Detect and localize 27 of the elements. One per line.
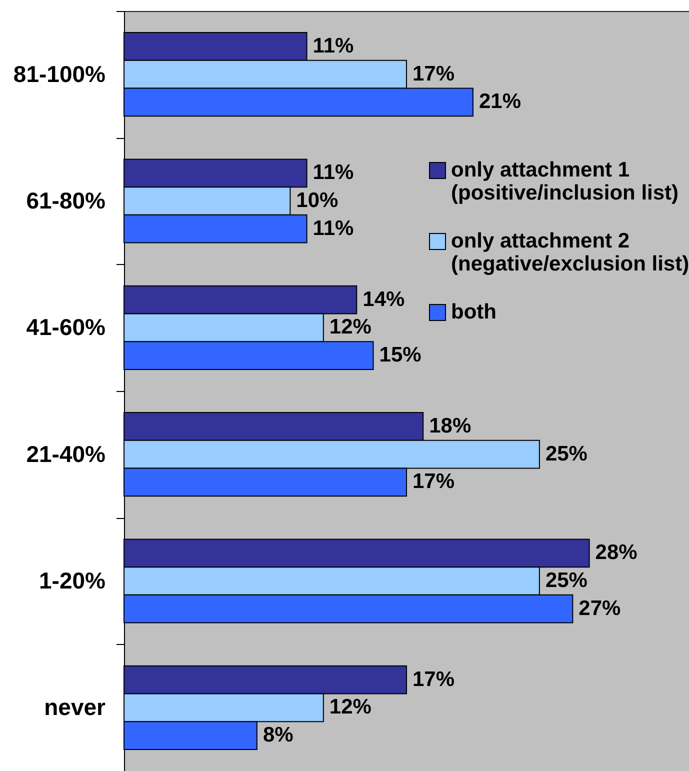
data-label: 25% xyxy=(545,569,588,592)
data-label: 11% xyxy=(312,216,354,240)
y-tick-label: never xyxy=(44,694,106,720)
y-tick-label: 41-60% xyxy=(26,314,106,340)
data-label: 15% xyxy=(379,344,422,367)
legend-label: only attachment 1 (positive/inclusion list) xyxy=(451,158,679,204)
y-tick-label: 81-100% xyxy=(13,60,106,87)
legend-label: both xyxy=(451,300,496,324)
data-label: 12% xyxy=(329,316,372,339)
y-tick-label: 1-20% xyxy=(39,568,106,594)
data-label: 11% xyxy=(312,161,354,184)
y-tick-label: 21-40% xyxy=(26,440,106,467)
data-label: 25% xyxy=(545,442,588,466)
data-label: 27% xyxy=(578,596,622,620)
data-label: 17% xyxy=(412,668,455,691)
y-tick-label: 61-80% xyxy=(26,188,106,214)
data-label: 12% xyxy=(329,696,372,719)
data-label: 10% xyxy=(296,189,339,212)
data-label: 17% xyxy=(412,62,455,86)
data-label: 28% xyxy=(595,541,638,564)
legend-label: only attachment 2 (negative/exclusion list) xyxy=(451,230,689,276)
data-label: 17% xyxy=(412,470,455,494)
data-label: 8% xyxy=(262,724,294,747)
data-label: 14% xyxy=(362,288,406,311)
data-label: 18% xyxy=(429,414,472,438)
data-label: 21% xyxy=(478,90,522,114)
data-label: 11% xyxy=(312,34,354,58)
